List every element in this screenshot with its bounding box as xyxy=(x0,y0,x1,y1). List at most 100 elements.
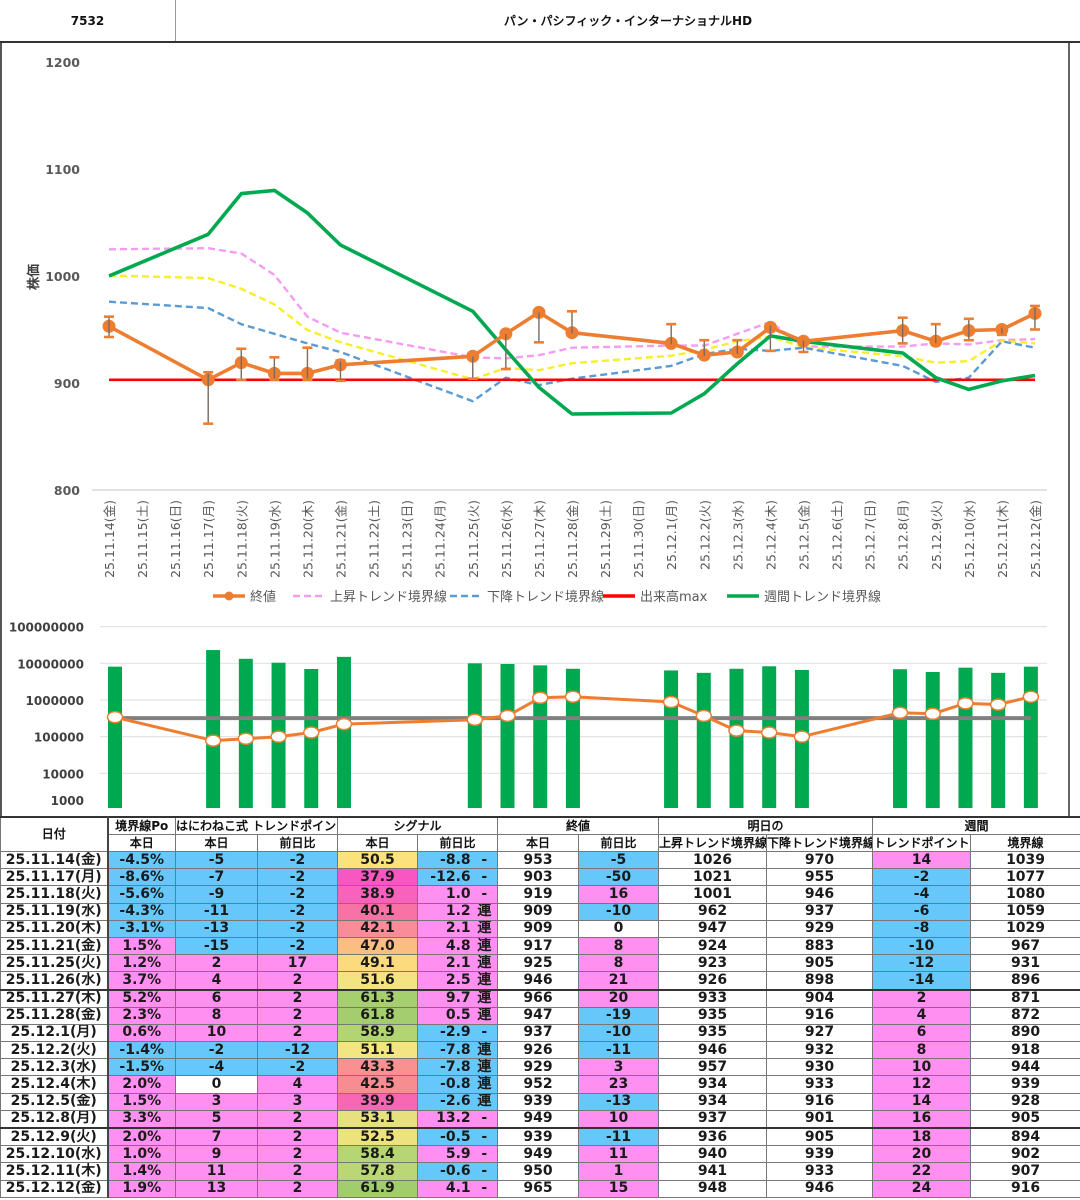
x-tick-label: 25.12.11(木) xyxy=(995,500,1010,578)
signal-diff-mark: - xyxy=(481,1162,488,1179)
signal-diff-value: 4.8 xyxy=(445,937,471,954)
signal-diff-wrap: -0.8 連 xyxy=(419,1077,497,1092)
signal-diff-mark: - xyxy=(481,868,488,885)
weekly-tp-cell: -14 xyxy=(872,971,972,991)
x-tick-label: 25.12.7(日) xyxy=(863,500,878,570)
x-tick-label: 25.11.19(水) xyxy=(267,500,282,578)
haniwa-tp-today-cell: 9 xyxy=(175,1145,258,1164)
close-diff-cell: 0 xyxy=(578,919,660,938)
boundary-po-today-cell: 1.5% xyxy=(107,936,176,956)
weekly-tp-cell: 2 xyxy=(872,989,972,1008)
volume-bar xyxy=(533,665,548,808)
weekly-line-cell: 918 xyxy=(970,1041,1080,1060)
next-up-line-cell: 1001 xyxy=(658,885,768,904)
boundary-po-today-cell: 1.9% xyxy=(107,1179,176,1198)
date-cell: 25.12.1(月) xyxy=(0,1023,109,1043)
close-today-cell: 952 xyxy=(497,1075,580,1094)
signal-today-cell: 40.1 xyxy=(337,902,418,921)
table-row: 25.12.12(金) 1.9% 13 2 61.9 4.1-965 15 948 946 24 9… xyxy=(0,1179,1080,1198)
close-diff-cell: -50 xyxy=(578,868,660,887)
next-up-line-cell: 934 xyxy=(658,1092,768,1111)
next-up-line-cell: 940 xyxy=(658,1145,768,1164)
haniwa-tp-diff-cell: -2 xyxy=(257,885,338,904)
signal-diff-mark: - xyxy=(481,1145,488,1162)
date-cell: 25.11.17(月) xyxy=(0,868,109,887)
table-row: 25.11.27(木) 5.2% 6 2 61.3 9.7 連 966 20 933 904 2 871 xyxy=(0,989,1080,1008)
haniwa-tp-diff-cell: -2 xyxy=(257,868,338,887)
close-today-cell: 919 xyxy=(497,885,580,904)
close-today-cell: 909 xyxy=(497,902,580,921)
weekly-line-cell: 907 xyxy=(970,1162,1080,1181)
next-down-line-cell: 955 xyxy=(766,868,874,887)
x-tick-label: 25.11.25(火) xyxy=(466,500,481,578)
weekly-line-cell: 928 xyxy=(970,1092,1080,1111)
table-row: 25.12.2(火) -1.4% -2 -12 51.1 -7.8 連 926 -11 946 93… xyxy=(0,1041,1080,1060)
x-tick-label: 25.12.8(月) xyxy=(896,500,911,570)
signal-diff-cell: 2.1 連 xyxy=(416,919,499,938)
table-row: 25.11.26(水) 3.7% 4 2 51.6 2.5 連 946 21 926 898 -14 8… xyxy=(0,971,1080,991)
volume-bar xyxy=(729,668,744,808)
close-diff-cell: -10 xyxy=(578,1023,660,1043)
chart-frame xyxy=(0,43,1070,816)
haniwa-tp-today-cell: 8 xyxy=(175,1006,258,1025)
next-up-line-cell: 924 xyxy=(658,936,768,956)
date-cell: 25.11.26(水) xyxy=(0,971,109,991)
signal-diff-value: -2.9 xyxy=(440,1024,471,1041)
close-diff-cell: 8 xyxy=(578,954,660,973)
weekly-tp-cell: -2 xyxy=(872,868,972,887)
volume-bar xyxy=(467,663,482,808)
x-tick-label: 25.12.12(金) xyxy=(1028,500,1043,578)
legend-label: 上昇トレンド境界線 xyxy=(330,589,447,605)
y-tick-label: 1000 xyxy=(51,794,84,808)
legend-item-weekly: 週間トレンド境界線 xyxy=(727,589,881,605)
signal-diff-value: 4.1 xyxy=(445,1180,471,1197)
signal-diff-mark: 連 xyxy=(477,990,492,1007)
haniwa-tp-today-cell: 2 xyxy=(175,954,258,973)
boundary-po-today-cell: 1.2% xyxy=(107,954,176,973)
close-today-cell: 966 xyxy=(497,989,580,1008)
close-diff-cell: -5 xyxy=(578,850,660,870)
next-up-line-cell: 948 xyxy=(658,1179,768,1198)
close-today-cell: 926 xyxy=(497,1041,580,1060)
signal-diff-wrap: -0.6- xyxy=(419,1162,497,1179)
weekly-tp-cell: 16 xyxy=(872,1109,972,1129)
signal-diff-cell: 5.9- xyxy=(416,1145,499,1164)
next-up-line-cell: 937 xyxy=(658,1109,768,1129)
x-tick-label: 25.12.2(火) xyxy=(697,500,712,570)
signal-diff-cell: 2.5 連 xyxy=(416,971,499,991)
date-cell: 25.12.2(火) xyxy=(0,1041,109,1060)
weekly-tp-cell: -4 xyxy=(872,885,972,904)
close-diff-cell: 23 xyxy=(578,1075,660,1094)
volume-line-point xyxy=(106,710,124,724)
next-up-line-cell: 935 xyxy=(658,1006,768,1025)
weekly-tp-cell: 10 xyxy=(872,1058,972,1077)
signal-diff-value: 1.0 xyxy=(445,885,471,902)
signal-diff-cell: 4.8 連 xyxy=(416,936,499,956)
haniwa-tp-today-cell: -11 xyxy=(175,902,258,921)
header-row-sub: 本日 本日 前日比 本日 前日比 本日 前日比 上昇トレンド境界線 下降トレンド… xyxy=(1,834,1080,852)
signal-diff-cell: 1.2 連 xyxy=(416,902,499,921)
y-tick-label: 900 xyxy=(54,376,80,391)
signal-diff-wrap: 13.2- xyxy=(419,1111,497,1126)
signal-diff-wrap: -7.8 連 xyxy=(419,1060,497,1075)
data-table: 日付 境界線Po はにわねこ式 トレンドポイント シグナル 終値 明日の 週間 … xyxy=(0,816,1080,1198)
signal-today-cell: 51.6 xyxy=(337,971,418,991)
x-tick-label: 25.11.15(土) xyxy=(135,500,150,578)
next-down-line-cell: 916 xyxy=(766,1006,874,1025)
boundary-po-today-cell: 2.0% xyxy=(107,1127,176,1147)
weekly-trend-line xyxy=(108,188,1036,416)
signal-diff-value: -7.8 xyxy=(440,1041,471,1058)
x-tick-label: 25.11.17(月) xyxy=(201,500,216,578)
table-row: 25.12.3(水) -1.5% -4 -2 43.3 -7.8 連 929 3 957 930 10… xyxy=(0,1058,1080,1077)
close-diff-cell: -10 xyxy=(578,902,660,921)
header-row-groups: 日付 境界線Po はにわねこ式 トレンドポイント シグナル 終値 明日の 週間 xyxy=(0,816,1080,852)
signal-diff-cell: -7.8 連 xyxy=(416,1041,499,1060)
signal-today-cell: 42.5 xyxy=(337,1075,418,1094)
subheader-weekly-line: 境界線 xyxy=(970,834,1080,852)
signal-diff-cell: -8.8- xyxy=(416,850,499,870)
y-axis-title: 株価 xyxy=(26,264,42,290)
volume-bar xyxy=(893,669,908,808)
boundary-po-today-cell: 2.0% xyxy=(107,1075,176,1094)
haniwa-tp-diff-cell: 2 xyxy=(257,1127,338,1147)
signal-diff-wrap: -2.6 連 xyxy=(419,1094,497,1109)
